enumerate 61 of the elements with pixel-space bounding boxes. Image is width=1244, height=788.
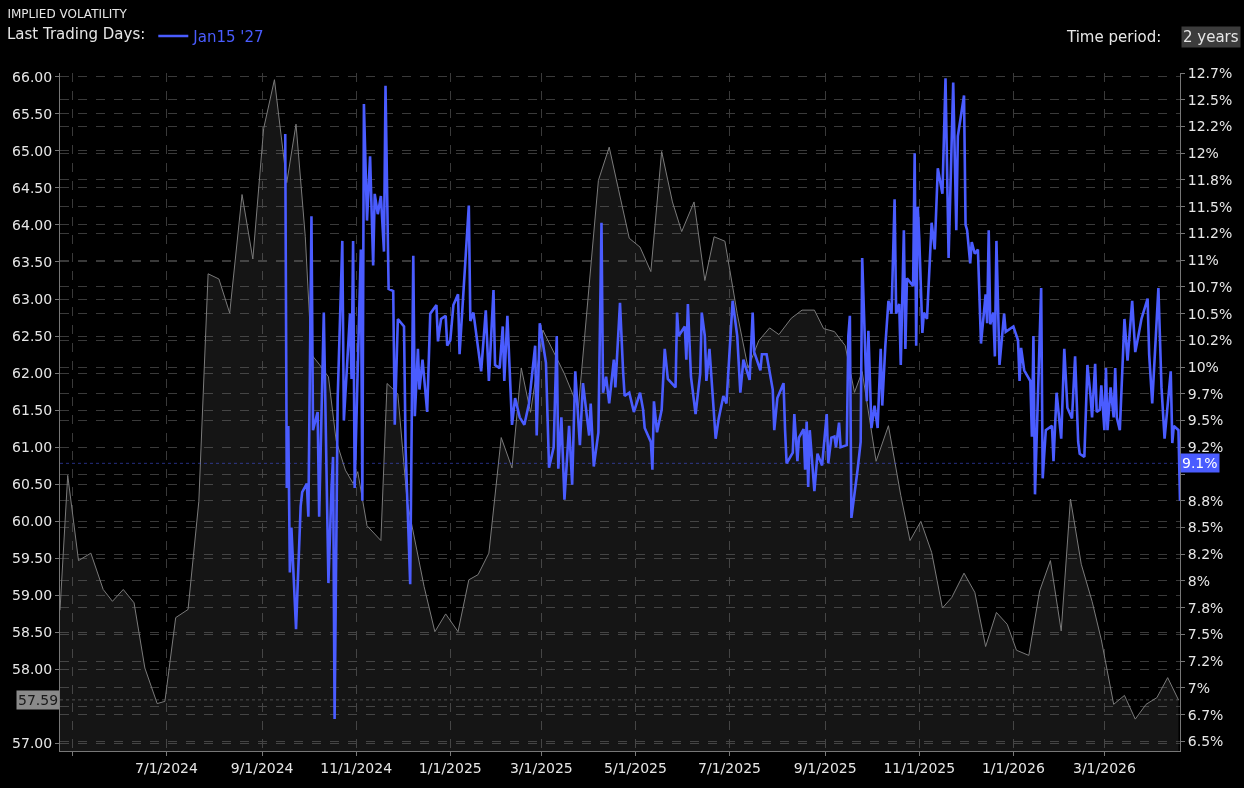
y2-tick-label: 9.2%	[1187, 439, 1224, 456]
y-tick-label: 62.50	[12, 327, 53, 344]
x-tick-label: 9/1/2024	[230, 759, 294, 776]
y2-tick-label: 6.5%	[1187, 733, 1224, 750]
y2-tick-label: 12%	[1187, 145, 1219, 162]
x-tick-label: 3/1/2026	[1072, 759, 1136, 776]
y2-tick-label: 8.2%	[1187, 546, 1224, 563]
y2-tick-label: 12.2%	[1187, 118, 1233, 135]
y-tick-label: 59.50	[12, 550, 53, 567]
y-tick-label: 60.50	[12, 476, 53, 493]
y2-tick-label: 10.5%	[1187, 305, 1233, 322]
legend-title: Last Trading Days:	[6, 25, 146, 44]
y-tick-label: 61.00	[12, 439, 53, 456]
y2-tick-label: 7.8%	[1187, 599, 1224, 616]
y-tick-label: 66.00	[12, 68, 53, 85]
y2-tick-label: 10.2%	[1187, 332, 1233, 349]
y-tick-label: 58.00	[12, 661, 53, 678]
y-tick-label: 65.00	[12, 142, 53, 159]
x-tick-label: 7/1/2025	[698, 759, 761, 776]
x-tick-label: 7/1/2024	[135, 759, 198, 776]
y2-tick-label: 8.5%	[1187, 519, 1224, 536]
y-tick-label: 64.00	[12, 216, 53, 233]
x-tick-label: 9/1/2025	[793, 759, 857, 776]
ref-line-label: 57.59	[18, 692, 59, 708]
y-tick-label: 64.50	[12, 179, 53, 196]
y2-tick-label: 11.5%	[1187, 198, 1233, 215]
y-tick-label: 60.00	[12, 513, 53, 530]
y2-tick-label: 10%	[1187, 358, 1219, 375]
y-tick-label: 63.50	[12, 253, 53, 270]
legend-label: Jan15 '27	[192, 27, 264, 46]
x-tick-label: 1/1/2026	[981, 759, 1045, 776]
y-tick-label: 61.50	[12, 402, 53, 419]
x-tick-label: 5/1/2025	[603, 759, 667, 776]
y2-tick-label: 9.7%	[1187, 385, 1224, 402]
y-tick-label: 62.00	[12, 365, 53, 381]
x-tick-label: 3/1/2025	[509, 759, 573, 776]
x-tick-label: 1/1/2025	[418, 759, 482, 776]
y-tick-label: 65.50	[12, 105, 53, 122]
y2-tick-label: 12.7%	[1187, 64, 1233, 81]
y-tick-label: 58.50	[12, 624, 53, 641]
y2-tick-label: 6.7%	[1187, 706, 1224, 723]
y2-tick-label: 12.5%	[1187, 91, 1233, 108]
y-tick-label: 63.00	[12, 290, 53, 307]
y2-tick-label: 11%	[1187, 252, 1219, 269]
ref-line-label: 9.1%	[1182, 455, 1218, 471]
y2-tick-label: 11.8%	[1187, 171, 1233, 188]
y2-tick-label: 7%	[1187, 679, 1211, 696]
text: 2 years	[1183, 28, 1239, 46]
y2-tick-label: 10.7%	[1187, 278, 1233, 295]
y-tick-label: 59.00	[12, 587, 53, 604]
y2-tick-label: 7.2%	[1187, 653, 1224, 670]
y2-tick-label: 8%	[1187, 572, 1211, 589]
y2-tick-label: 9.5%	[1187, 412, 1224, 429]
x-tick-label: 11/1/2024	[320, 759, 393, 776]
y-tick-label: 57.00	[12, 735, 53, 752]
x-tick-label: 11/1/2025	[883, 759, 956, 776]
chart-title: IMPLIED VOLATILITY	[7, 6, 128, 21]
y2-tick-label: 7.5%	[1187, 626, 1224, 643]
y2-tick-label: 11.2%	[1187, 225, 1233, 242]
y2-tick-label: 8.8%	[1187, 492, 1224, 509]
text: Time period:	[1066, 28, 1162, 46]
